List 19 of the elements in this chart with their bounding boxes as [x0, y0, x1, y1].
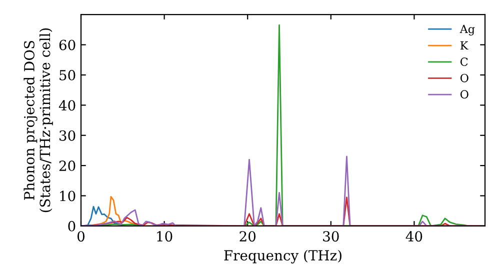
y-tick-label: 0 [68, 220, 76, 232]
legend-label: K [460, 41, 468, 50]
y-tick-label: 30 [60, 130, 76, 141]
legend-label: O [460, 90, 468, 99]
y-tick-label: 40 [58, 100, 76, 111]
y-tick-label: 20 [59, 160, 76, 172]
y-tick-label: 60 [59, 40, 76, 50]
x-tick-label: 30 [323, 231, 339, 242]
x-tick-label: 0 [77, 231, 84, 242]
legend-label: Ag [460, 24, 475, 36]
legend-label: O [460, 74, 468, 82]
y-axis-title: Phonon projected DOS (States/THz·primitive cell) [24, 28, 53, 212]
legend-label: C [460, 58, 468, 66]
x-tick-label: 20 [240, 231, 256, 242]
y-tick-label: 10 [60, 190, 76, 202]
x-tick-label: 10 [157, 231, 172, 242]
x-axis-title: Frequency (THz) [224, 250, 342, 264]
x-tick-label: 40 [406, 231, 422, 242]
y-tick-label: 50 [60, 70, 76, 80]
